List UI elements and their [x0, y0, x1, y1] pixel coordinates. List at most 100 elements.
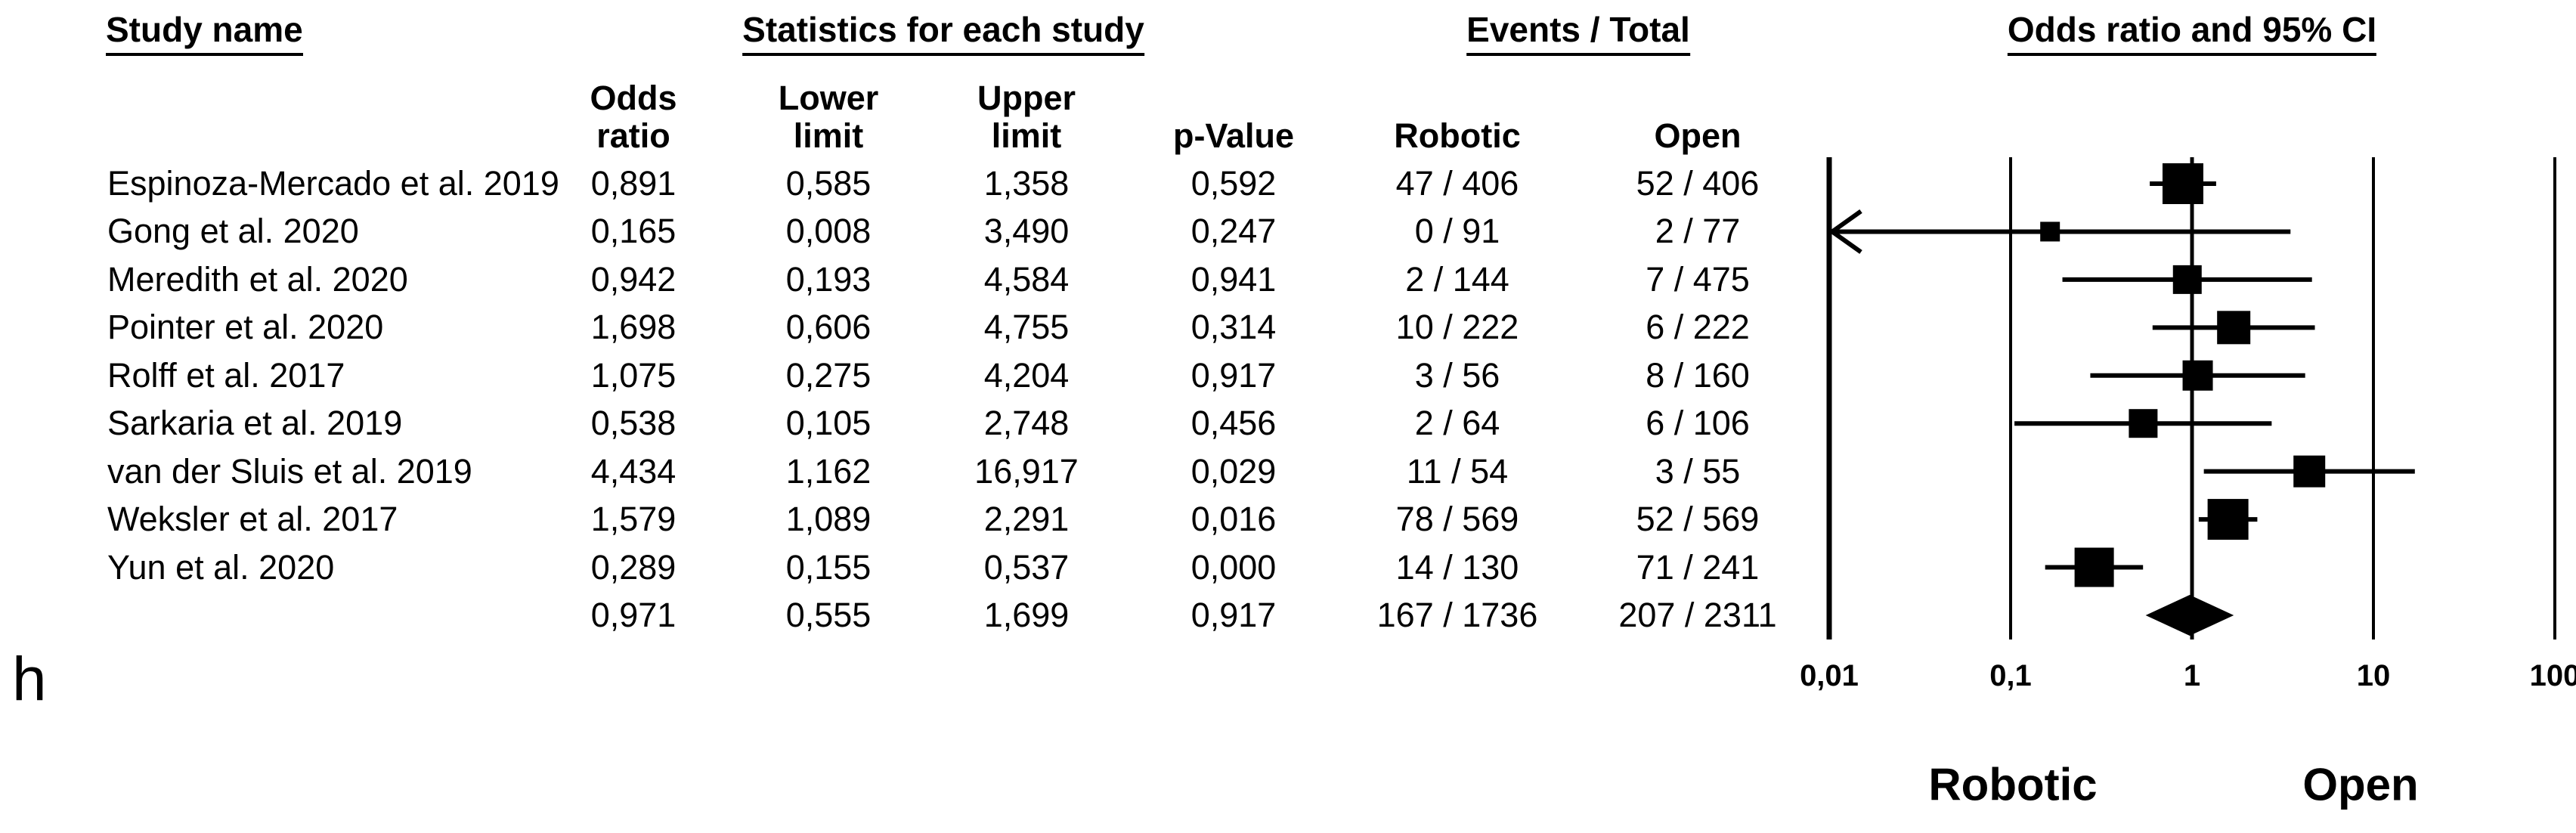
lower-limit-cell: 0,155 — [785, 547, 872, 587]
robotic-events-cell: 10 / 222 — [1395, 308, 1519, 347]
upper-limit-subheader: Upper limit — [977, 79, 1076, 155]
study-name-cell: Weksler et al. 2017 — [107, 500, 398, 539]
lower-limit-cell: 0,008 — [785, 212, 872, 251]
axis-tick-label: 10 — [2357, 659, 2391, 692]
p-value-cell: 0,000 — [1190, 547, 1277, 587]
open-events-cell: 207 / 2311 — [1618, 595, 1777, 634]
lower-limit-cell: 1,089 — [785, 500, 872, 539]
upper-limit-cell: 0,537 — [983, 547, 1070, 587]
or-square — [2293, 455, 2326, 488]
odds-ratio-cell: 1,075 — [590, 355, 677, 395]
robotic-events-cell: 47 / 406 — [1395, 164, 1519, 203]
open-events-cell: 8 / 160 — [1646, 355, 1750, 395]
open-events-cell: 6 / 222 — [1646, 308, 1750, 347]
robotic-events-cell: 2 / 144 — [1405, 259, 1509, 299]
robotic-events-cell: 14 / 130 — [1395, 547, 1519, 587]
ci-arrow-left — [1828, 209, 1862, 254]
p-value-cell: 0,029 — [1190, 451, 1277, 491]
study-name-cell: Pointer et al. 2020 — [107, 308, 384, 347]
robotic-events-cell: 3 / 56 — [1414, 355, 1500, 395]
or-square — [2217, 311, 2251, 345]
lower-limit-cell: 0,606 — [785, 308, 872, 347]
lower-limit-cell: 0,193 — [785, 259, 872, 299]
axis-tick-label: 1 — [2184, 659, 2200, 692]
robotic-events-cell: 167 / 1736 — [1376, 595, 1538, 634]
study-name-cell: Rolff et al. 2017 — [107, 355, 345, 395]
lower-limit-subheader: Lower limit — [778, 79, 879, 155]
robotic-events-cell: 0 / 91 — [1414, 212, 1500, 251]
or-square — [2129, 409, 2158, 438]
upper-limit-cell: 3,490 — [983, 212, 1070, 251]
p-value-cell: 0,016 — [1190, 500, 1277, 539]
upper-limit-cell: 4,584 — [983, 259, 1070, 299]
axis-tick-label: 0,01 — [1800, 659, 1859, 692]
study-name-cell: Sarkaria et al. 2019 — [107, 404, 403, 443]
open-events-cell: 52 / 406 — [1636, 164, 1760, 203]
upper-limit-cell: 2,748 — [983, 404, 1070, 443]
favours-open-label: Open — [2302, 759, 2419, 810]
or-square — [2172, 265, 2202, 294]
study-name-cell: Meredith et al. 2020 — [107, 259, 408, 299]
robotic-subheader: Robotic — [1394, 116, 1521, 155]
open-events-cell: 7 / 475 — [1646, 259, 1750, 299]
lower-limit-cell: 0,585 — [785, 164, 872, 203]
robotic-events-cell: 78 / 569 — [1395, 500, 1519, 539]
study-name-cell: Yun et al. 2020 — [107, 547, 335, 587]
panel-label: h — [12, 645, 47, 714]
p-value-cell: 0,314 — [1190, 308, 1277, 347]
open-events-cell: 71 / 241 — [1636, 547, 1760, 587]
or-square — [2040, 221, 2060, 242]
or-square — [2162, 163, 2203, 204]
events-total-header: Events / Total — [1466, 11, 1690, 56]
study-name-cell: Gong et al. 2020 — [107, 212, 359, 251]
favours-robotic-label: Robotic — [1928, 759, 2098, 810]
odds-ratio-cell: 0,942 — [590, 259, 677, 299]
odds-ratio-cell: 1,698 — [590, 308, 677, 347]
odds-ratio-cell: 0,891 — [590, 164, 677, 203]
odds-ratio-cell: 4,434 — [590, 451, 677, 491]
open-events-cell: 3 / 55 — [1655, 451, 1741, 491]
axis-tick-label: 100 — [2530, 659, 2576, 692]
odds-ratio-cell: 0,165 — [590, 212, 677, 251]
odds-ratio-cell: 0,538 — [590, 404, 677, 443]
lower-limit-cell: 1,162 — [785, 451, 872, 491]
p-value-cell: 0,941 — [1190, 259, 1277, 299]
p-value-cell: 0,456 — [1190, 404, 1277, 443]
or-square — [2207, 499, 2249, 540]
study-name-cell: van der Sluis et al. 2019 — [107, 451, 472, 491]
p-value-subheader: p-Value — [1172, 116, 1295, 155]
upper-limit-cell: 1,358 — [983, 164, 1070, 203]
robotic-events-cell: 11 / 54 — [1406, 451, 1509, 491]
odds-ratio-subheader: Odds ratio — [590, 79, 677, 155]
axis-tick-label: 0,1 — [1989, 659, 2032, 692]
or-square — [2182, 360, 2213, 391]
lower-limit-cell: 0,555 — [785, 595, 872, 634]
open-events-cell: 6 / 106 — [1646, 404, 1750, 443]
upper-limit-cell: 4,755 — [983, 308, 1070, 347]
p-value-cell: 0,917 — [1190, 595, 1277, 634]
odds-ratio-cell: 0,971 — [590, 595, 677, 634]
study-name-header: Study name — [106, 11, 303, 56]
upper-limit-cell: 2,291 — [983, 500, 1070, 539]
lower-limit-cell: 0,275 — [785, 355, 872, 395]
study-name-cell: Espinoza-Mercado et al. 2019 — [107, 164, 559, 203]
p-value-cell: 0,917 — [1190, 355, 1277, 395]
upper-limit-cell: 4,204 — [983, 355, 1070, 395]
open-events-cell: 52 / 569 — [1636, 500, 1760, 539]
open-subheader: Open — [1654, 116, 1742, 155]
upper-limit-cell: 1,699 — [983, 595, 1070, 634]
or-ci-header: Odds ratio and 95% CI — [2007, 11, 2377, 56]
summary-diamond — [2145, 594, 2234, 636]
robotic-events-cell: 2 / 64 — [1414, 404, 1500, 443]
upper-limit-cell: 16,917 — [974, 451, 1079, 491]
p-value-cell: 0,592 — [1190, 164, 1277, 203]
statistics-header: Statistics for each study — [742, 11, 1144, 56]
open-events-cell: 2 / 77 — [1655, 212, 1741, 251]
odds-ratio-cell: 1,579 — [590, 500, 677, 539]
or-square — [2074, 547, 2114, 587]
odds-ratio-cell: 0,289 — [590, 547, 677, 587]
p-value-cell: 0,247 — [1190, 212, 1277, 251]
lower-limit-cell: 0,105 — [785, 404, 872, 443]
